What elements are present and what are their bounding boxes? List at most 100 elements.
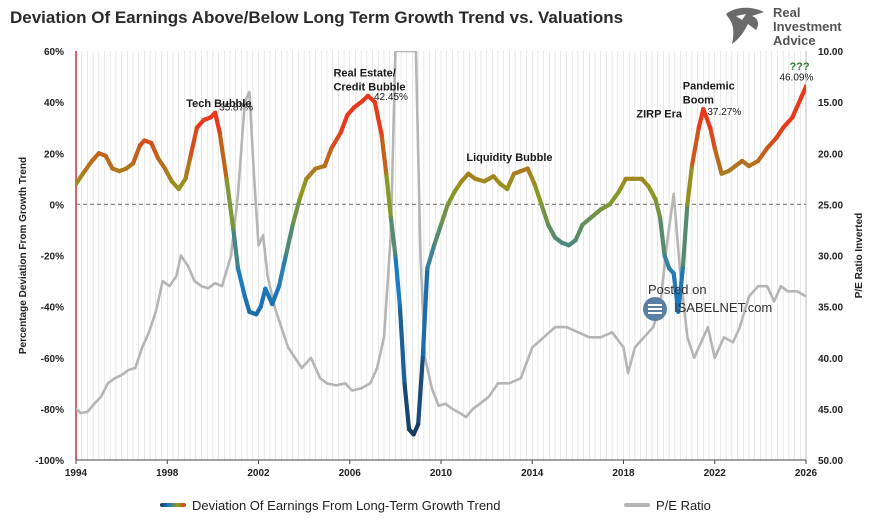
- pe-ratio-point: [757, 285, 759, 288]
- deviation-point: [110, 166, 115, 171]
- deviation-point: [607, 202, 612, 207]
- chart-annotation: Tech Bubble: [186, 98, 251, 110]
- deviation-segment: [149, 140, 161, 161]
- x-tick-label: 2014: [521, 468, 544, 479]
- deviation-point: [162, 166, 168, 171]
- pe-ratio-point: [168, 285, 171, 288]
- deviation-point: [297, 197, 302, 202]
- deviation-point: [657, 215, 663, 220]
- deviation-segment: [384, 171, 393, 220]
- pe-ratio-point: [200, 285, 203, 288]
- deviation-point: [719, 171, 724, 176]
- deviation-point: [329, 146, 334, 151]
- deviation-segment: [657, 215, 667, 258]
- legend-swatch-pe: [624, 503, 650, 507]
- deviation-point: [388, 215, 393, 220]
- y-left-tick-label: 40%: [44, 98, 64, 109]
- deviation-point: [208, 115, 213, 120]
- deviation-segment: [653, 197, 663, 220]
- deviation-point: [420, 355, 425, 360]
- deviation-point: [445, 202, 450, 207]
- deviation-point: [518, 169, 523, 174]
- pe-ratio-point: [497, 382, 499, 385]
- pe-ratio-point: [273, 305, 276, 308]
- pe-ratio-point: [394, 51, 397, 52]
- deviation-point: [258, 304, 263, 309]
- deviation-point: [623, 176, 628, 181]
- y-right-tick-label: 10.00: [818, 47, 843, 58]
- deviation-segment: [402, 381, 412, 432]
- y-left-tick-label: 0%: [50, 200, 65, 211]
- deviation-point: [473, 176, 478, 181]
- pe-ratio-point: [465, 416, 467, 418]
- deviation-point: [254, 312, 259, 317]
- x-tick-label: 2006: [339, 468, 362, 479]
- pe-ratio-point: [257, 244, 260, 247]
- deviation-point: [559, 240, 565, 245]
- chart-annotation: 42.45%: [374, 92, 408, 103]
- pe-ratio-point: [113, 377, 116, 380]
- pe-ratio-point: [86, 411, 89, 413]
- deviation-point: [217, 130, 222, 135]
- deviation-segment: [712, 146, 724, 176]
- chart-annotation: 37.27%: [707, 107, 741, 118]
- deviation-point: [169, 179, 174, 184]
- deviation-segment: [338, 112, 350, 135]
- pe-ratio-point: [79, 412, 82, 414]
- pe-ratio-point: [376, 367, 379, 369]
- pe-ratio-point: [107, 382, 109, 385]
- x-tick-label: 1998: [156, 468, 179, 479]
- isabelnet-logo-icon: [643, 297, 667, 321]
- pe-ratio-point: [519, 377, 522, 380]
- pe-ratio-point: [369, 382, 372, 385]
- deviation-point: [546, 222, 551, 227]
- pe-ratio-point: [444, 402, 447, 405]
- deviation-point: [231, 227, 236, 233]
- pe-ratio-point: [415, 51, 417, 52]
- deviation-point: [573, 238, 578, 243]
- y-right-tick-label: 15.00: [818, 98, 843, 109]
- deviation-point: [491, 174, 496, 179]
- pe-ratio-point: [713, 356, 716, 359]
- real-investment-advice-logo: Real Investment Advice: [722, 4, 872, 48]
- deviation-segment: [217, 130, 229, 181]
- pe-ratio-point: [344, 382, 347, 385]
- chart-annotation: ZIRP Era: [636, 108, 683, 120]
- deviation-point: [589, 215, 594, 220]
- deviation-line: [76, 84, 806, 437]
- chart-annotation: Real Estate/: [333, 68, 395, 80]
- deviation-segment: [765, 135, 779, 151]
- deviation-segment: [397, 304, 407, 386]
- pe-ratio-point: [193, 280, 196, 282]
- y-axis-right-label: P/E Ratio Inverted: [854, 213, 865, 299]
- deviation-point: [372, 100, 377, 105]
- chart-annotation: Credit Bubble: [333, 82, 405, 94]
- deviation-segment: [213, 110, 222, 135]
- x-tick-label: 2022: [704, 468, 727, 479]
- deviation-point: [352, 105, 357, 110]
- x-tick-label: 2002: [247, 468, 270, 479]
- deviation-point: [685, 202, 690, 207]
- deviation-point: [283, 253, 288, 258]
- deviation-point: [290, 222, 295, 227]
- pe-ratio-point: [738, 326, 741, 328]
- deviation-point: [781, 125, 786, 130]
- logo-line-1: Real: [773, 5, 801, 20]
- deviation-segment: [162, 166, 174, 184]
- deviation-point: [406, 427, 412, 432]
- pe-ratio-point: [700, 341, 702, 344]
- y-left-tick-label: -20%: [41, 252, 64, 263]
- deviation-point: [525, 166, 530, 171]
- deviation-point: [384, 171, 389, 176]
- deviation-point: [598, 207, 603, 212]
- deviation-point: [379, 133, 384, 138]
- pe-ratio-point: [262, 234, 264, 236]
- y-right-tick-label: 35.00: [818, 303, 843, 314]
- deviation-segment: [425, 243, 437, 271]
- pe-ratio-point: [634, 346, 636, 349]
- pe-ratio-point: [207, 287, 210, 290]
- pe-ratio-point: [100, 395, 102, 398]
- deviation-point: [103, 153, 108, 158]
- pe-ratio-point: [766, 285, 769, 288]
